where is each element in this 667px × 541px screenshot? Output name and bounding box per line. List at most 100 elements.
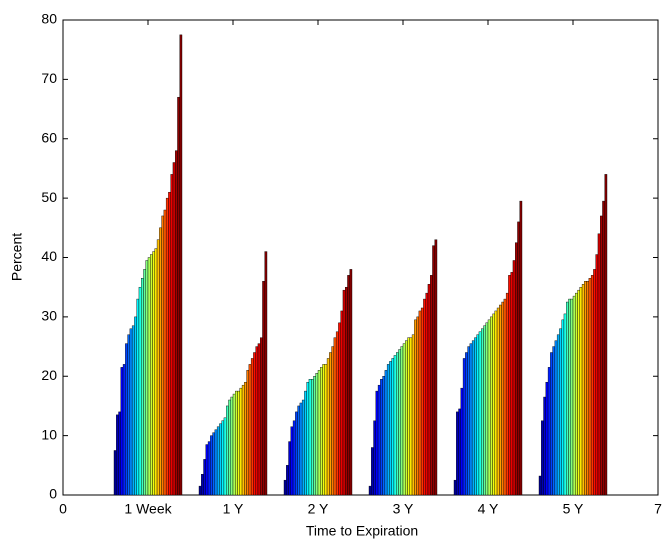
bar: [563, 313, 567, 496]
bar: [575, 292, 578, 496]
bar: [313, 376, 316, 496]
bar: [492, 313, 495, 496]
bar: [138, 286, 142, 496]
bar: [304, 390, 307, 496]
x-tick-label: 2 Y: [308, 501, 329, 517]
bar: [172, 162, 176, 496]
y-tick-label: 40: [41, 248, 57, 264]
y-tick-label: 0: [49, 486, 57, 502]
y-axis-label: Percent: [9, 233, 25, 281]
bar: [290, 426, 294, 496]
bar: [129, 328, 133, 496]
bar: [462, 358, 466, 496]
bar: [494, 310, 498, 496]
bar: [386, 364, 390, 496]
bar: [170, 174, 174, 496]
x-axis-label: Time to Expiration: [306, 523, 418, 539]
bar: [306, 381, 310, 496]
bar: [136, 298, 140, 496]
bar: [456, 411, 459, 496]
bar: [508, 275, 511, 496]
bar: [295, 411, 298, 496]
bar: [423, 298, 426, 496]
bar: [203, 459, 207, 496]
bar: [541, 420, 544, 496]
bar: [163, 209, 167, 496]
bar: [485, 322, 489, 496]
bar: [602, 200, 605, 496]
bar: [165, 197, 169, 496]
bar: [474, 337, 477, 496]
bar: [517, 221, 520, 496]
bar: [552, 346, 556, 496]
bar: [496, 307, 500, 496]
bar: [292, 420, 296, 496]
bar: [416, 316, 420, 496]
bar: [586, 281, 590, 496]
bar: [342, 289, 346, 496]
bar: [505, 292, 509, 496]
bar: [384, 370, 388, 496]
bar: [581, 284, 585, 496]
bar: [547, 367, 551, 496]
bar: [478, 331, 482, 496]
x-tick-label: 7: [654, 501, 662, 517]
bar: [373, 420, 376, 496]
bar: [568, 298, 571, 496]
bar: [347, 275, 350, 496]
bar: [168, 191, 171, 496]
x-tick-label: 1 Week: [124, 501, 172, 517]
bar: [297, 405, 301, 496]
x-tick-label: 0: [59, 501, 67, 517]
bar: [131, 325, 135, 496]
bar: [241, 384, 245, 496]
bar: [216, 426, 220, 496]
bar: [116, 414, 119, 496]
bar: [250, 358, 254, 496]
bar: [389, 361, 392, 496]
bar: [588, 278, 592, 496]
bar: [214, 429, 218, 496]
bar: [604, 174, 608, 496]
bar: [512, 260, 516, 496]
bar: [382, 376, 386, 496]
bar: [228, 399, 231, 496]
bar: [487, 319, 491, 496]
bar: [572, 295, 576, 496]
bar: [458, 408, 461, 496]
bar: [257, 343, 261, 496]
bar: [225, 405, 229, 496]
bar: [205, 444, 209, 496]
bar: [420, 307, 424, 496]
bar: [329, 352, 332, 496]
bar: [590, 275, 594, 496]
bar: [465, 352, 468, 496]
bar: [561, 319, 565, 496]
bar: [286, 465, 289, 496]
bar: [244, 381, 247, 496]
bar: [253, 352, 256, 496]
bar: [510, 272, 514, 496]
bar: [425, 292, 429, 496]
bar: [556, 334, 560, 496]
bar: [122, 364, 126, 496]
bar: [471, 340, 475, 496]
bar: [221, 420, 225, 496]
bar: [248, 364, 252, 496]
bar: [543, 396, 546, 496]
bar: [368, 485, 372, 496]
bar: [515, 242, 518, 496]
bar: [391, 358, 395, 496]
bar: [411, 334, 415, 496]
bar: [301, 399, 305, 496]
bar: [349, 269, 353, 496]
bar: [545, 381, 549, 496]
bar: [595, 254, 599, 496]
bar: [320, 367, 323, 496]
bar: [490, 316, 493, 496]
bar: [483, 325, 486, 496]
bar: [340, 310, 344, 496]
bar: [375, 390, 379, 496]
